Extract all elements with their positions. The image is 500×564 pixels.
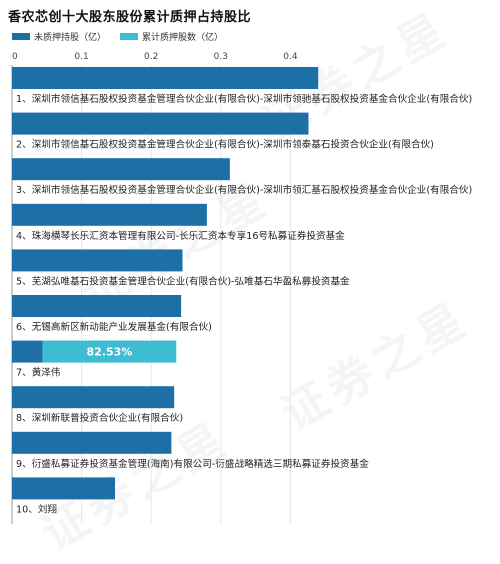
category-label: 10、刘翔 bbox=[16, 503, 57, 515]
legend-label-pledged: 累计质押股数（亿） bbox=[142, 33, 224, 43]
category-label: 6、无锡高新区新动能产业发展基金(有限合伙) bbox=[16, 321, 212, 333]
category-label: 3、深圳市领信基石股权投资基金管理合伙企业(有限合伙)-深圳市领汇基石股权投资基… bbox=[16, 184, 472, 196]
x-tick-label: 0.1 bbox=[74, 52, 88, 62]
legend-swatch-pledged bbox=[120, 33, 139, 40]
bar-unpledged bbox=[12, 203, 207, 226]
category-label: 1、深圳市领信基石股权投资基金管理合伙企业(有限合伙)-深圳市领驰基石股权投资基… bbox=[16, 93, 472, 105]
bar-unpledged bbox=[12, 67, 319, 89]
chart-legend: 未质押持股（亿） 累计质押股数（亿） bbox=[12, 30, 223, 43]
category-label: 8、深圳新联普投资合伙企业(有限合伙) bbox=[16, 412, 183, 424]
bar-unpledged bbox=[12, 431, 172, 454]
bar-unpledged bbox=[12, 386, 175, 409]
category-label: 7、黄泽伟 bbox=[16, 367, 61, 379]
bar-unpledged bbox=[12, 158, 230, 181]
bar-chart: 0 0.1 0.2 0.3 0.4 1、深圳市领信基石股权投资基金管理合伙企业(有限合伙)… bbox=[11, 52, 472, 524]
bar-unpledged bbox=[12, 249, 183, 272]
category-label: 4、珠海横琴长乐汇资本管理有限公司-长乐汇资本专享16号私募证券投资基金 bbox=[16, 230, 345, 242]
category-label: 2、深圳市领信基石股权投资基金管理合伙企业(有限合伙)-深圳市领泰基石投资合伙企… bbox=[16, 139, 434, 151]
bar-unpledged bbox=[12, 340, 43, 363]
data-label-pledge-ratio: 82.53% bbox=[87, 346, 133, 359]
legend-item-pledged: 累计质押股数（亿） bbox=[120, 30, 223, 43]
bar-unpledged bbox=[12, 295, 182, 317]
legend-swatch-unpledged bbox=[12, 33, 30, 40]
x-tick-label: 0.3 bbox=[214, 52, 228, 62]
legend-item-unpledged: 未质押持股（亿） bbox=[12, 30, 106, 43]
x-tick-label: 0 bbox=[12, 52, 18, 62]
category-label: 5、芜湖弘唯基石投资基金管理合伙企业(有限合伙)-弘唯基石华盈私募投资基金 bbox=[16, 275, 350, 287]
x-tick-label: 0.2 bbox=[144, 52, 158, 62]
chart-title: 香农芯创十大股东股份累计质押占持股比 bbox=[8, 10, 252, 25]
category-label: 9、衍盛私募证券投资基金管理(海南)有限公司-衍盛战略精选三期私募证券投资基金 bbox=[16, 458, 369, 470]
bar-unpledged bbox=[12, 477, 116, 500]
bar-unpledged bbox=[12, 112, 309, 135]
bar-pledged bbox=[42, 340, 177, 363]
legend-label-unpledged: 未质押持股（亿） bbox=[34, 33, 107, 43]
x-tick-label: 0.4 bbox=[283, 52, 298, 62]
